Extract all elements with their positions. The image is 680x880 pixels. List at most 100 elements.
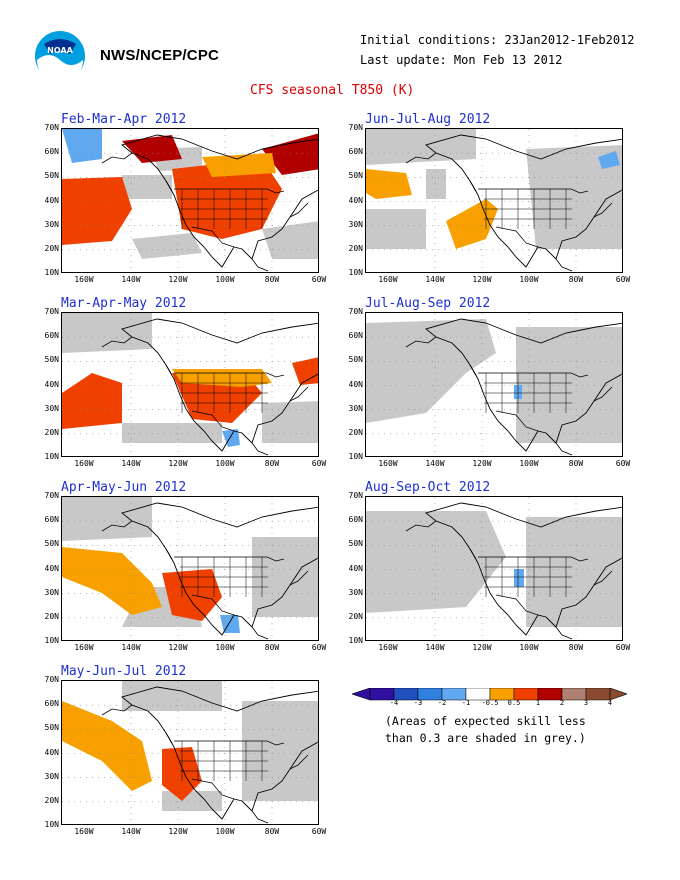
anomaly-region — [62, 373, 122, 429]
lon-tick-label: 140W — [121, 643, 141, 652]
country-border — [174, 556, 285, 616]
lat-tick-label: 30N — [348, 587, 363, 597]
coastline — [121, 686, 318, 820]
lat-tick-label: 30N — [348, 219, 363, 229]
colorbar-tick-label: -3 — [413, 699, 423, 707]
lon-tick-label: 100W — [215, 459, 235, 468]
low-skill-area — [366, 511, 622, 627]
lon-tick-label: 120W — [168, 643, 188, 652]
lat-tick-label: 50N — [348, 355, 363, 365]
lat-tick-label: 60N — [348, 147, 363, 157]
anomaly-region — [598, 151, 620, 169]
note-line-1: (Areas of expected skill less — [385, 714, 586, 728]
lat-tick-label: 60N — [44, 699, 59, 709]
low-skill-area — [122, 147, 318, 259]
colorbar-tick-label: -2 — [437, 699, 447, 707]
lon-tick-label: 160W — [74, 827, 94, 836]
anomaly-region — [62, 177, 132, 245]
lon-tick-label: 160W — [378, 459, 398, 468]
lat-tick-label: 60N — [44, 147, 59, 157]
colorbar-tick-label: -4 — [389, 699, 399, 707]
lon-tick-label: 100W — [215, 827, 235, 836]
coastline-detail — [405, 336, 613, 456]
lat-tick-label: 40N — [44, 195, 59, 205]
state-boundaries — [180, 373, 268, 413]
lat-tick-label: 30N — [44, 771, 59, 781]
coastline — [425, 318, 622, 452]
country-border — [478, 372, 589, 432]
lat-tick-label: 50N — [44, 355, 59, 365]
panel-title: May-Jun-Jul 2012 — [61, 664, 187, 679]
colorbar-min-arrow — [351, 687, 371, 701]
lat-tick-label: 50N — [44, 723, 59, 733]
lat-tick-label: 20N — [348, 427, 363, 437]
lat-tick-label: 70N — [348, 491, 363, 500]
lon-tick-label: 120W — [168, 827, 188, 836]
anomaly-region — [446, 199, 498, 249]
temperature-anomaly-map — [62, 129, 318, 272]
colorbar-tick-label: -1 — [461, 699, 471, 707]
lat-tick-label: 10N — [348, 268, 363, 277]
panel-title: Aug-Sep-Oct 2012 — [365, 480, 491, 495]
low-skill-area — [62, 497, 318, 627]
initial-conditions: Initial conditions: 23Jan2012-1Feb2012 — [360, 33, 635, 47]
lon-tick-label: 100W — [519, 459, 539, 468]
lat-tick-label: 30N — [44, 587, 59, 597]
coastline-detail — [101, 152, 309, 272]
map-panel — [61, 496, 319, 641]
coastline — [121, 318, 318, 452]
lon-tick-label: 120W — [168, 275, 188, 284]
country-border — [174, 740, 285, 800]
coastline-detail — [405, 520, 613, 640]
lat-tick-label: 70N — [44, 123, 59, 132]
lon-tick-label: 60W — [311, 459, 327, 468]
lat-tick-label: 40N — [348, 195, 363, 205]
lat-tick-label: 20N — [44, 243, 59, 253]
state-boundaries — [484, 189, 572, 229]
colorbar-max-arrow — [609, 687, 628, 701]
country-border — [174, 188, 285, 248]
anomaly-region — [122, 135, 182, 163]
lon-tick-label: 120W — [472, 275, 492, 284]
temperature-anomaly-map — [62, 497, 318, 640]
lat-tick-label: 30N — [348, 403, 363, 413]
lon-tick-label: 100W — [215, 643, 235, 652]
low-skill-area — [62, 313, 318, 443]
colorbar-swatches — [351, 687, 628, 701]
lat-tick-label: 50N — [348, 171, 363, 181]
colorbar-tick-label: -0.5 — [481, 699, 499, 707]
lon-tick-label: 120W — [168, 459, 188, 468]
anomaly-region — [202, 153, 276, 177]
lon-tick-label: 100W — [519, 275, 539, 284]
lon-tick-label: 160W — [378, 275, 398, 284]
anomaly-region — [62, 547, 162, 615]
lon-tick-label: 60W — [311, 643, 327, 652]
lat-tick-label: 60N — [44, 331, 59, 341]
lon-tick-label: 140W — [425, 275, 445, 284]
anomaly-region — [514, 569, 524, 587]
coastline — [121, 502, 318, 636]
noaa-logo: NOAA — [34, 30, 86, 83]
lat-tick-label: 40N — [44, 563, 59, 573]
lat-tick-label: 10N — [44, 820, 59, 829]
lat-tick-label: 30N — [44, 219, 59, 229]
lat-tick-label: 30N — [44, 403, 59, 413]
state-boundaries — [180, 189, 268, 229]
lon-tick-label: 100W — [215, 275, 235, 284]
colorbar-tick-label: 1 — [535, 699, 541, 707]
temperature-anomaly-map — [366, 313, 622, 456]
map-panel — [61, 312, 319, 457]
lat-tick-label: 20N — [44, 611, 59, 621]
lat-tick-label: 60N — [44, 515, 59, 525]
country-border — [478, 188, 589, 248]
lat-tick-label: 40N — [348, 563, 363, 573]
lat-tick-label: 70N — [348, 307, 363, 316]
lon-tick-label: 140W — [425, 459, 445, 468]
panel-title: Apr-May-Jun 2012 — [61, 480, 187, 495]
lat-tick-label: 20N — [44, 795, 59, 805]
lat-tick-label: 40N — [44, 379, 59, 389]
lon-tick-label: 80W — [568, 275, 584, 284]
lon-tick-label: 80W — [568, 459, 584, 468]
lat-tick-label: 50N — [44, 539, 59, 549]
lat-tick-label: 10N — [348, 452, 363, 461]
